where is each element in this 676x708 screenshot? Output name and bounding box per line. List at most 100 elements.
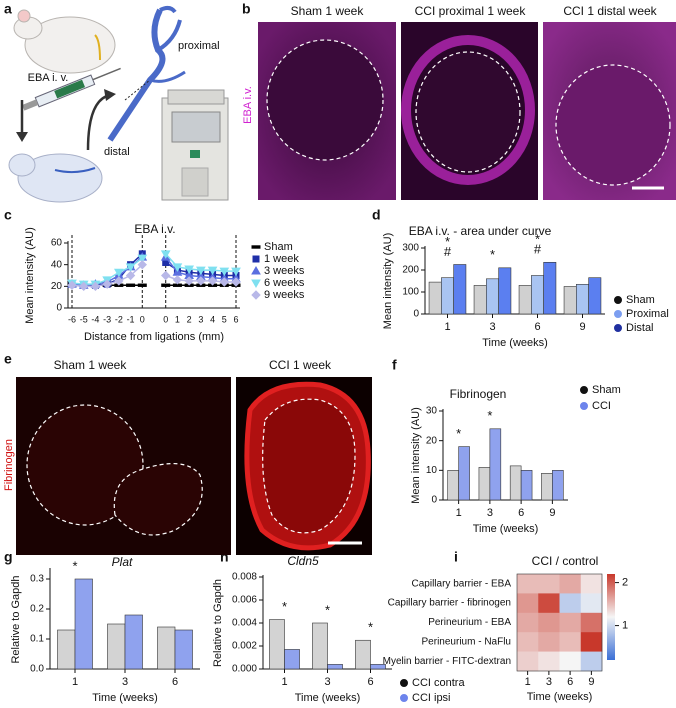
legend-label: 9 weeks <box>264 289 305 301</box>
marker <box>125 270 136 281</box>
heatmap-cell <box>559 574 582 594</box>
colorbar <box>607 574 615 660</box>
x-tick-label: 6 <box>233 314 238 324</box>
y-axis-label: Mean intensity (AU) <box>410 407 422 504</box>
significance-mark: * <box>487 408 492 423</box>
bar <box>74 578 93 670</box>
panel-label: g <box>4 549 13 565</box>
image-title: Sham 1 week <box>54 358 128 372</box>
x-axis-label: Time (weeks) <box>92 692 158 704</box>
y-tick-label: 0.002 <box>232 641 257 652</box>
legend-label: 3 weeks <box>264 265 305 277</box>
bar <box>541 472 553 501</box>
legend-label: Sham <box>592 384 621 396</box>
micrographs: Fibrinogen Sham 1 week CCI 1 week <box>3 358 372 555</box>
chart-title: Plat <box>112 555 133 569</box>
y-tick-label: 0.006 <box>232 595 257 606</box>
x-tick-label: 9 <box>588 676 594 688</box>
colorbar-tick-label: 1 <box>622 620 628 632</box>
panel-label: a <box>4 1 12 17</box>
heatmap-cell <box>559 612 582 633</box>
panel-label: e <box>4 351 12 367</box>
significance-mark: * <box>490 247 495 262</box>
marker <box>400 679 408 687</box>
marker <box>614 310 622 318</box>
annotation: EBA i. v. <box>28 72 69 84</box>
legend-label: CCI <box>592 400 611 412</box>
legend-label: Distal <box>626 322 654 334</box>
heatmap-cell <box>517 632 539 652</box>
marker <box>137 259 147 270</box>
heatmap-cell <box>538 612 560 633</box>
x-tick-label: -3 <box>103 314 111 324</box>
x-tick-label: 9 <box>549 507 555 519</box>
bar <box>588 277 602 315</box>
bar <box>518 285 532 315</box>
significance-mark: # <box>444 244 452 259</box>
marker <box>126 283 136 287</box>
y-axis-label: Relative to Gapdh <box>10 575 22 663</box>
bar <box>509 465 522 501</box>
heatmap-cell <box>580 612 603 633</box>
heatmap-cell <box>517 593 539 614</box>
heatmap-cell <box>538 574 560 594</box>
marker <box>207 276 218 286</box>
x-tick-label: -1 <box>127 314 135 324</box>
marker <box>251 265 261 275</box>
panel-label: d <box>372 207 381 223</box>
bar <box>498 267 512 315</box>
x-tick-label: 2 <box>187 314 192 324</box>
x-tick-label: 1 <box>456 507 462 519</box>
bar <box>473 285 487 315</box>
marker <box>137 283 147 287</box>
significance-mark: * <box>325 602 330 617</box>
y-axis-label: Mean intensity (AU) <box>382 233 394 330</box>
marker <box>219 267 230 277</box>
y-tick-label: 30 <box>426 406 438 417</box>
y-tick-label: 10 <box>426 465 438 476</box>
y-tick-label: 0.3 <box>30 574 44 585</box>
bar <box>312 622 328 670</box>
heatmap-cell <box>538 632 560 652</box>
y-tick-label: 0.004 <box>232 618 257 629</box>
heatmap-frame <box>516 573 603 672</box>
legend-label: 6 weeks <box>264 277 305 289</box>
bar <box>489 428 502 501</box>
y-tick-label: 40 <box>51 259 63 270</box>
x-tick-label: 6 <box>534 321 540 333</box>
x-tick-label: 3 <box>122 676 128 688</box>
x-tick-label: 3 <box>489 321 495 333</box>
stain-label: Fibrinogen <box>3 439 15 491</box>
x-axis-label: Distance from ligations (mm) <box>84 331 224 343</box>
significance-mark: # <box>534 242 542 257</box>
y-tick-label: 0.000 <box>232 664 257 675</box>
x-tick-label: -2 <box>115 314 123 324</box>
x-tick-label: -5 <box>80 314 88 324</box>
row-label: Perineurium - EBA <box>428 617 511 628</box>
y-tick-label: 300 <box>402 243 419 254</box>
heatmap-cell <box>559 651 582 672</box>
marker <box>161 270 171 281</box>
marker <box>580 402 588 410</box>
bar <box>157 626 176 670</box>
marker <box>400 694 408 702</box>
bar <box>441 277 454 315</box>
marker <box>207 266 218 276</box>
significance-mark: * <box>535 232 540 247</box>
x-tick-label: -6 <box>68 314 76 324</box>
x-tick-label: 1 <box>444 321 450 333</box>
chart-title: Fibrinogen <box>450 387 507 401</box>
x-tick-label: 0 <box>140 314 145 324</box>
marker <box>231 277 241 287</box>
marker <box>252 255 260 263</box>
bar <box>269 619 285 670</box>
heatmap-cell <box>580 632 603 652</box>
bar <box>458 446 470 501</box>
x-tick-label: 0 <box>163 314 168 324</box>
y-tick-label: 20 <box>426 435 438 446</box>
y-axis-label: Mean intensity (AU) <box>24 227 36 324</box>
marker <box>161 283 171 287</box>
panel-label: c <box>4 207 12 223</box>
illustration: EBA i. v. proximal distal <box>8 5 229 203</box>
